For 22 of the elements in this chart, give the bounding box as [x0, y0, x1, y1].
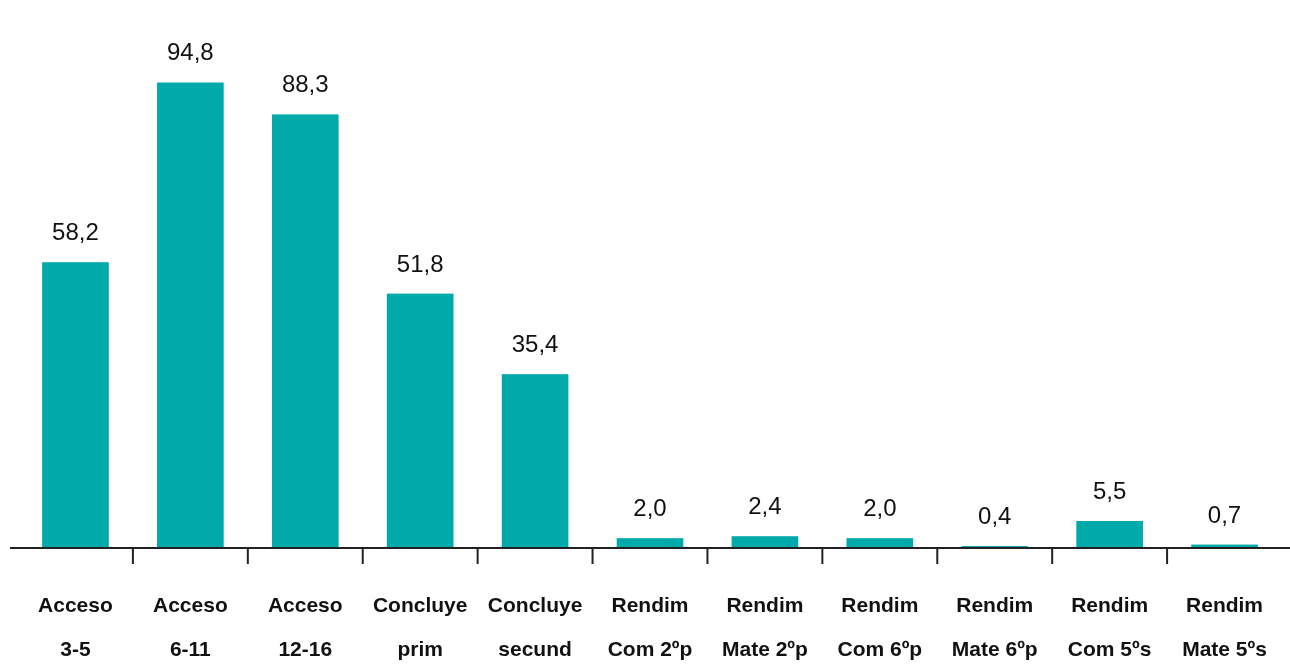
data-label: 2,0	[633, 494, 667, 522]
data-label: 0,4	[978, 502, 1012, 530]
x-tick-label: Acceso 6-11	[153, 593, 228, 660]
data-label: 35,4	[511, 330, 559, 358]
x-tick-label: Acceso 12-16	[267, 593, 343, 660]
x-tick-label: Rendim Mate 2ºp	[721, 593, 808, 660]
x-tick-label: Rendim Com 5ºs	[1067, 593, 1152, 660]
x-tick-label: Acceso 3-5	[38, 593, 113, 660]
data-label: 51,8	[396, 249, 444, 277]
x-tick-label: Rendim Mate 5ºs	[1182, 593, 1267, 660]
x-tick-label: Rendim Com 2ºp	[607, 593, 693, 660]
data-label: 58,2	[52, 218, 99, 246]
x-tick-label: Rendim Com 6ºp	[837, 593, 923, 660]
data-label: 5,5	[1092, 476, 1127, 504]
data-label: 94,8	[167, 38, 214, 66]
data-label: 2,4	[748, 492, 782, 520]
x-tick-label: Concluye prim	[372, 593, 468, 660]
x-tick-label: Rendim Mate 6ºp	[951, 593, 1038, 660]
x-tick-label: Concluye secund	[487, 593, 583, 660]
data-label: 88,3	[281, 70, 329, 98]
data-label: 0,7	[1207, 500, 1242, 528]
data-label: 2,0	[863, 494, 897, 522]
